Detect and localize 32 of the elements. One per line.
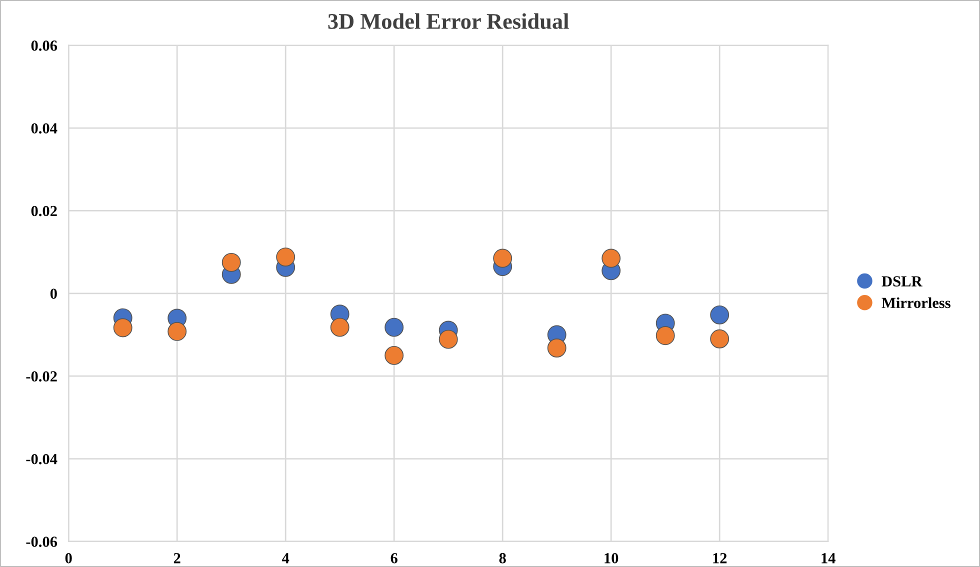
point <box>710 305 730 324</box>
point <box>710 329 730 348</box>
point <box>168 322 187 341</box>
chart-title: 3D Model Error Residual <box>328 13 569 29</box>
legend-label: DSLR <box>882 276 922 286</box>
y-tick-label: 0.02 <box>31 206 57 216</box>
y-tick-label: -0.04 <box>26 454 58 464</box>
y-tick-label: 0.06 <box>31 40 58 51</box>
x-tick-label: 8 <box>499 553 506 564</box>
point <box>276 248 296 267</box>
x-tick-label: 6 <box>390 553 398 564</box>
point <box>384 346 404 365</box>
point <box>656 326 675 346</box>
point <box>330 318 350 337</box>
x-tick-label: 4 <box>282 553 290 564</box>
y-tick-label: -0.06 <box>26 536 58 548</box>
y-tick-label: -0.02 <box>26 371 57 382</box>
x-tick-label: 2 <box>174 553 180 564</box>
point <box>602 248 621 268</box>
point <box>113 318 132 338</box>
point <box>222 252 241 272</box>
y-tick-label: 0 <box>50 288 57 299</box>
legend-label: Mirrorless <box>882 297 950 308</box>
x-tick-label: 14 <box>822 553 836 564</box>
x-tick-label: 0 <box>65 553 72 564</box>
x-tick-label: 10 <box>604 553 618 564</box>
point <box>438 330 458 349</box>
point <box>384 318 404 337</box>
x-tick-label: 12 <box>713 553 727 564</box>
y-tick-label: 0.04 <box>31 123 58 134</box>
point <box>547 338 566 358</box>
point <box>493 248 512 268</box>
